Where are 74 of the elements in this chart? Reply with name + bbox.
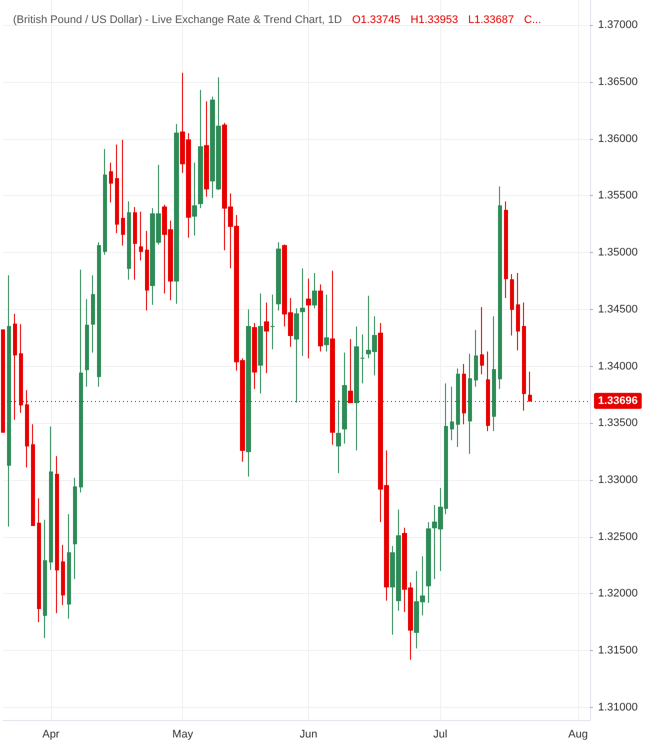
x-tick-label: Jun <box>300 728 318 740</box>
candlestick <box>145 230 149 312</box>
y-tick-label: 1.32500 <box>598 530 638 543</box>
candlestick <box>139 211 143 261</box>
candlestick <box>67 514 71 620</box>
y-tick-label: 1.32000 <box>598 588 638 600</box>
candlestick <box>312 272 317 309</box>
y-tick-label: 1.37000 <box>598 19 638 32</box>
candlestick <box>198 89 203 209</box>
x-tick-label: Aug <box>568 728 588 740</box>
annotation: H1.33953 <box>410 14 458 26</box>
candlestick <box>468 353 472 454</box>
candlestick <box>426 522 431 604</box>
candlestick <box>43 519 47 639</box>
annotation: C... <box>524 14 542 26</box>
candlestick <box>73 477 77 580</box>
candlestick <box>97 242 101 388</box>
candlestick <box>85 298 89 388</box>
candlestick <box>450 386 454 441</box>
candlestick <box>103 148 107 256</box>
annotation: L1.33687 <box>468 14 514 26</box>
candlestick <box>336 400 341 474</box>
candlestick <box>498 186 502 390</box>
candlestick <box>306 278 311 359</box>
candlestick <box>270 294 275 350</box>
x-tick-label: Apr <box>42 728 60 740</box>
y-tick-label: 1.33000 <box>598 474 638 486</box>
y-tick-label: 1.34000 <box>598 360 638 372</box>
candlestick <box>121 139 125 246</box>
candlestick <box>115 144 119 234</box>
y-tick-label: 1.34500 <box>598 303 638 316</box>
y-tick-label: 1.36500 <box>598 76 638 88</box>
candlestick <box>516 272 520 351</box>
y-tick-label: 1.35000 <box>598 246 638 259</box>
candlestick <box>37 498 41 623</box>
candlestick <box>492 316 496 432</box>
candlestick <box>192 162 197 236</box>
candlestick <box>474 329 478 388</box>
candlestick <box>55 456 59 614</box>
candlestick <box>204 100 209 198</box>
candlestick <box>246 308 251 478</box>
candlestick <box>91 274 95 354</box>
candlestick <box>276 242 281 312</box>
x-tick-label: May <box>172 728 194 740</box>
candlestick <box>258 292 263 394</box>
candlestick <box>127 200 131 280</box>
candlestick <box>7 274 11 528</box>
candlestick <box>294 308 299 404</box>
candlestick <box>480 306 484 375</box>
candlestick <box>456 368 460 448</box>
y-tick-label: 1.31000 <box>598 701 638 714</box>
candlestick <box>264 302 269 374</box>
candlestick <box>174 123 179 304</box>
y-tick-label: 1.36000 <box>598 132 638 145</box>
annotation: O1.33745 <box>352 14 400 26</box>
candlestick <box>79 269 83 494</box>
candlestick <box>252 322 257 390</box>
text: (British Pound / US Dollar) - Live Exchange Rate & Trend Chart, 1D <box>13 14 342 26</box>
y-tick-label: 1.35500 <box>598 190 638 202</box>
y-tick-label: 1.31500 <box>598 644 638 657</box>
candlestick <box>61 544 65 606</box>
ref-line-label: 1.33696 <box>598 394 638 407</box>
candlestick <box>318 284 323 352</box>
x-tick-label: Jul <box>433 728 448 740</box>
candlestick <box>133 206 137 280</box>
candlestick <box>324 294 329 352</box>
candlestick <box>109 162 113 203</box>
candlestick <box>510 274 514 336</box>
candlestick <box>49 426 53 570</box>
candlestick <box>342 352 347 444</box>
y-tick-label: 1.33500 <box>598 417 638 430</box>
candlestick <box>31 424 35 526</box>
candlestick <box>300 268 305 357</box>
candlestick <box>504 200 508 299</box>
